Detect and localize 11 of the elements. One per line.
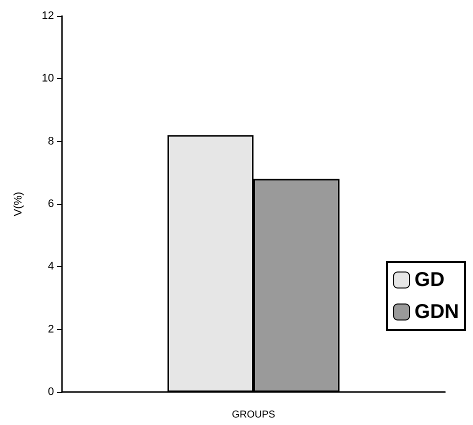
y-tick-label: 0 bbox=[48, 386, 54, 398]
y-tick-label: 4 bbox=[48, 260, 54, 273]
y-tick-label: 8 bbox=[48, 135, 54, 148]
legend-label: GD bbox=[414, 269, 445, 291]
x-axis-title: GROUPS bbox=[232, 410, 276, 420]
y-tick-label: 12 bbox=[42, 10, 54, 22]
y-tick-label: 10 bbox=[42, 72, 54, 85]
y-axis-title: V(%) bbox=[12, 192, 24, 216]
y-tick-label: 2 bbox=[48, 323, 54, 336]
y-tick-label: 6 bbox=[48, 198, 54, 210]
legend-label: GDN bbox=[414, 301, 460, 323]
